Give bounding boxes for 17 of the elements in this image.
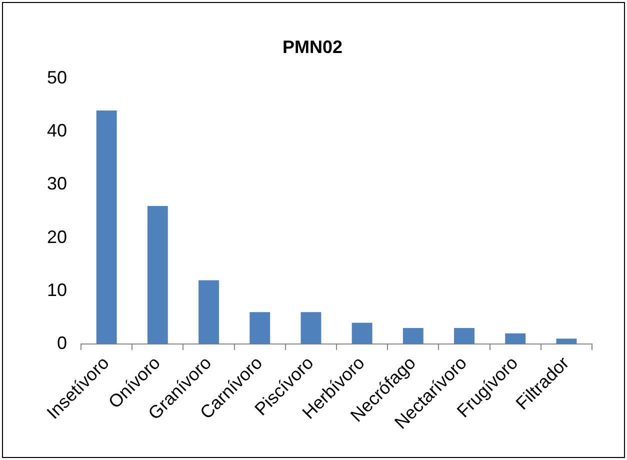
bar [300,312,322,344]
bar [505,333,526,344]
bar [352,322,372,344]
bar [198,280,219,344]
y-tick-label: 0 [57,332,68,353]
y-tick-label: 20 [46,226,68,247]
y-tick-label: 30 [46,174,68,194]
chart-title: PMN02 [282,36,343,57]
bar [556,338,577,344]
bar [147,206,168,344]
y-tick-label: 50 [46,68,68,88]
bar [402,328,424,344]
y-tick-label: 40 [46,120,68,141]
bar [250,312,270,344]
bar [454,328,474,344]
y-tick-label: 10 [46,280,68,300]
bar [96,110,117,344]
